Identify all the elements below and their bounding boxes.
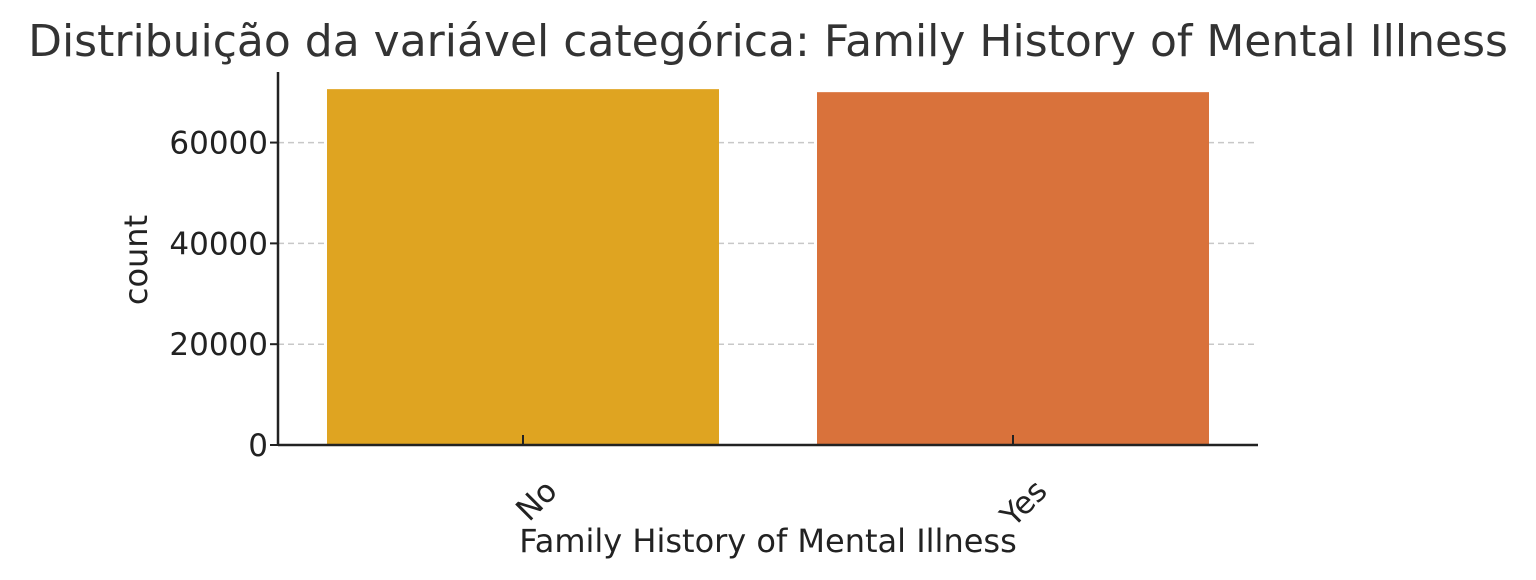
y-tick-label-2: 40000 <box>169 226 268 262</box>
chart-title: Distribuição da variável categórica: Fam… <box>28 16 1508 67</box>
y-tick-label-0: 0 <box>248 428 268 464</box>
x-tick-label-no: No <box>509 473 564 528</box>
y-tick-label-3: 60000 <box>169 126 268 162</box>
bar-yes <box>817 92 1209 445</box>
y-tick-label-1: 20000 <box>169 327 268 363</box>
y-axis-ticks: 0 20000 40000 60000 <box>169 126 278 464</box>
y-axis-label: count <box>117 215 155 305</box>
bars-layer <box>327 89 1209 445</box>
x-axis-ticks: No Yes <box>509 435 1055 535</box>
bar-no <box>327 89 719 445</box>
axes-layer <box>276 72 1258 447</box>
x-axis-label: Family History of Mental Illness <box>519 522 1017 560</box>
